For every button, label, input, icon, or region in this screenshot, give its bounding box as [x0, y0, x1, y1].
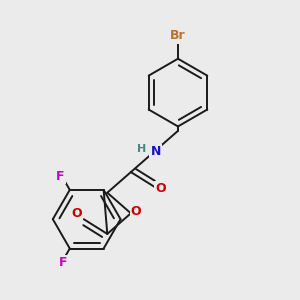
Text: O: O — [71, 207, 82, 220]
Text: O: O — [156, 182, 166, 195]
Text: F: F — [59, 256, 68, 269]
Text: Br: Br — [170, 29, 186, 42]
Text: H: H — [137, 144, 147, 154]
Text: F: F — [56, 169, 64, 182]
Text: O: O — [131, 205, 142, 218]
Text: N: N — [151, 145, 161, 158]
